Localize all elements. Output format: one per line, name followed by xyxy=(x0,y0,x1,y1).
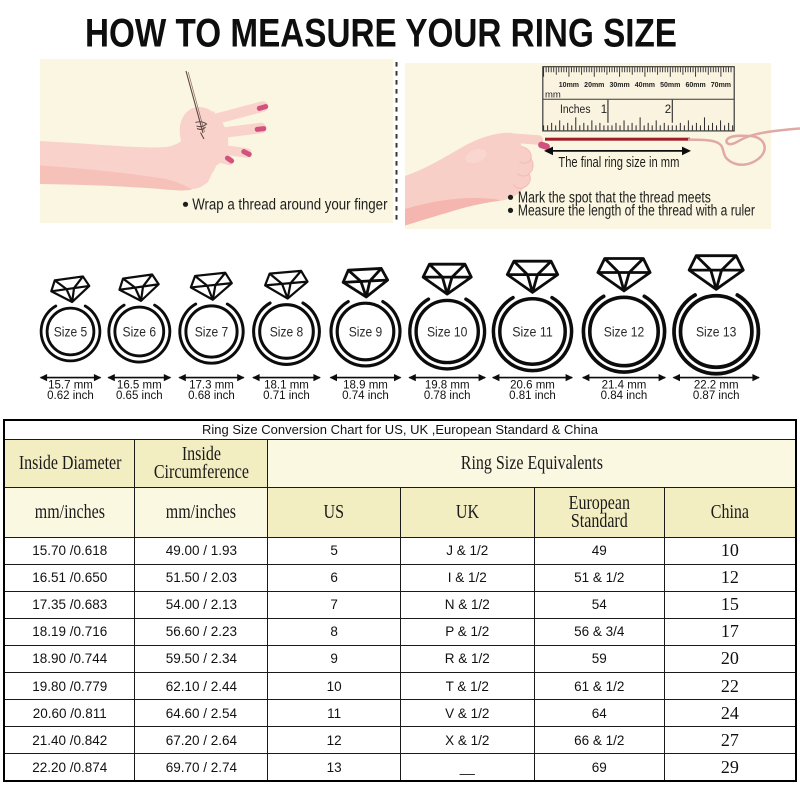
svg-text:Size 7: Size 7 xyxy=(195,324,229,339)
svg-text:Wrap a thread around your fing: Wrap a thread around your finger xyxy=(192,196,387,213)
svg-text:Size 12: Size 12 xyxy=(604,324,645,339)
svg-text:Size 10: Size 10 xyxy=(427,324,468,339)
svg-text:20mm: 20mm xyxy=(584,82,604,89)
svg-text:Mark the spot that the thread: Mark the spot that the thread meets xyxy=(518,189,711,206)
svg-text:18.9 mm: 18.9 mm xyxy=(343,380,388,392)
svg-text:20.6 mm: 20.6 mm xyxy=(510,380,555,392)
svg-text:0.62 inch: 0.62 inch xyxy=(47,390,94,402)
svg-text:2: 2 xyxy=(665,104,671,116)
svg-text:Size 8: Size 8 xyxy=(270,324,304,339)
svg-text:18.1 mm: 18.1 mm xyxy=(264,380,309,392)
svg-text:19.8 mm: 19.8 mm xyxy=(425,380,470,392)
svg-text:21.4 mm: 21.4 mm xyxy=(602,380,647,392)
svg-text:0.71 inch: 0.71 inch xyxy=(263,390,310,402)
svg-text:16.5 mm: 16.5 mm xyxy=(117,380,162,392)
svg-text:15.7 mm: 15.7 mm xyxy=(48,380,93,392)
svg-text:HOW TO MEASURE YOUR RING SIZE: HOW TO MEASURE YOUR RING SIZE xyxy=(85,12,677,56)
svg-text:0.87 inch: 0.87 inch xyxy=(693,390,740,402)
svg-text:70mm: 70mm xyxy=(711,82,731,89)
svg-text:40mm: 40mm xyxy=(635,82,655,89)
svg-text:Size 13: Size 13 xyxy=(696,324,737,339)
svg-text:0.81 inch: 0.81 inch xyxy=(509,390,556,402)
svg-text:Measure the length of the thre: Measure the length of the thread with a … xyxy=(518,202,755,219)
svg-text:17.3 mm: 17.3 mm xyxy=(189,380,234,392)
svg-text:60mm: 60mm xyxy=(685,82,705,89)
svg-text:10mm: 10mm xyxy=(559,82,579,89)
svg-text:The final ring size in mm: The final ring size in mm xyxy=(558,154,679,171)
svg-text:22.2 mm: 22.2 mm xyxy=(694,380,739,392)
svg-text:0.84 inch: 0.84 inch xyxy=(601,390,648,402)
svg-text:Size 6: Size 6 xyxy=(123,324,157,339)
svg-text:Size 9: Size 9 xyxy=(349,324,383,339)
svg-text:Inches: Inches xyxy=(560,104,591,116)
svg-text:0.68 inch: 0.68 inch xyxy=(188,390,235,402)
svg-text:0.65 inch: 0.65 inch xyxy=(116,390,163,402)
svg-text:30mm: 30mm xyxy=(609,82,629,89)
svg-text:Size 5: Size 5 xyxy=(54,324,88,339)
svg-text:0.74 inch: 0.74 inch xyxy=(342,390,389,402)
svg-text:0.78 inch: 0.78 inch xyxy=(424,390,471,402)
svg-text:1: 1 xyxy=(601,104,607,116)
svg-text:50mm: 50mm xyxy=(660,82,680,89)
svg-text:mm: mm xyxy=(545,90,561,101)
svg-text:Size 11: Size 11 xyxy=(512,324,553,339)
